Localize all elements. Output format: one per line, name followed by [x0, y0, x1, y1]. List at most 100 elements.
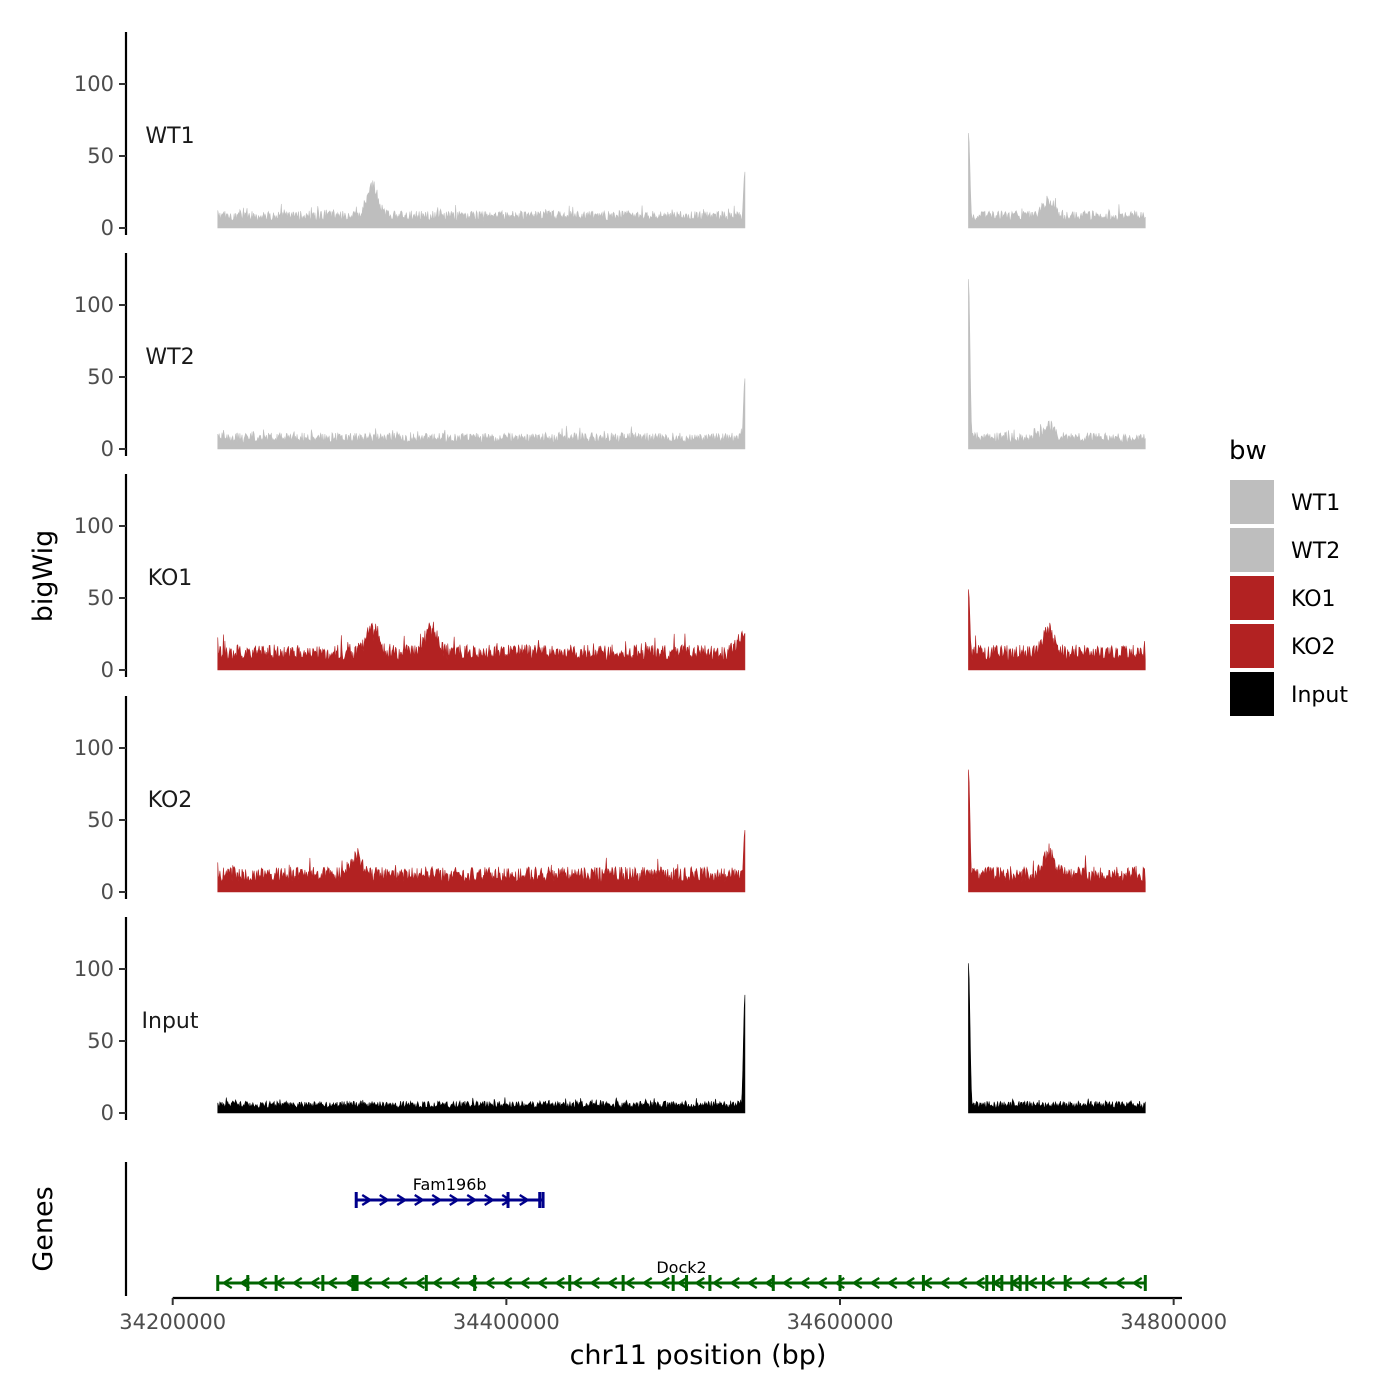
strand-chevron [449, 1193, 460, 1207]
exon-mark [321, 1275, 325, 1291]
exon-mark [424, 1275, 428, 1291]
exon-mark [621, 1275, 625, 1291]
coverage-area-ko1-0 [217, 621, 746, 671]
strand-chevron [291, 1276, 303, 1290]
strand-chevron [851, 1276, 863, 1290]
strand-chevron [868, 1276, 880, 1290]
strand-chevron [1096, 1276, 1108, 1290]
y-tick-label: 100 [74, 293, 114, 317]
y-tick-label: 0 [101, 437, 114, 461]
y-tick-label: 50 [87, 144, 114, 168]
strand-chevron [396, 1276, 408, 1290]
strand-chevron [1113, 1276, 1125, 1290]
legend-key-wt2 [1230, 528, 1274, 572]
strand-chevron [956, 1276, 968, 1290]
strand-chevron [501, 1276, 513, 1290]
exon-mark [355, 1275, 359, 1291]
y-tick-label: 100 [74, 957, 114, 981]
strand-chevron [973, 1276, 985, 1290]
y-tick-label: 100 [74, 72, 114, 96]
strand-chevron [308, 1276, 320, 1290]
strand-chevron [361, 1193, 373, 1207]
y-tick-label: 50 [87, 808, 114, 832]
exon-mark [568, 1275, 572, 1291]
strand-chevron [536, 1276, 548, 1290]
coverage-area-wt2-1 [968, 279, 1146, 450]
strand-chevron [221, 1276, 233, 1290]
legend-key-input [1230, 672, 1274, 716]
exon-mark [985, 1275, 989, 1291]
track-panel-wt1: 0 50 100 WT1 [74, 32, 1146, 240]
strand-chevron [606, 1276, 618, 1290]
strand-chevron [763, 1276, 775, 1290]
strand-chevron [781, 1276, 793, 1290]
coverage-area-wt1-0 [217, 171, 746, 229]
strand-chevron [519, 1193, 530, 1207]
strand-chevron [1026, 1276, 1038, 1290]
coverage-area-ko2-0 [217, 830, 746, 893]
coverage-area-input-0 [217, 994, 746, 1114]
strand-chevron [361, 1276, 373, 1290]
exon-mark [708, 1275, 712, 1291]
exon-mark [1010, 1275, 1014, 1291]
strand-chevron [623, 1276, 635, 1290]
strand-chevron [379, 1193, 390, 1207]
exon-mark [685, 1275, 689, 1291]
track-label-wt2: WT2 [145, 345, 194, 370]
exon-mark [991, 1275, 995, 1291]
strand-chevron [798, 1276, 810, 1290]
strand-chevron [413, 1276, 425, 1290]
strand-chevron [396, 1193, 408, 1207]
legend: bw WT1 WT2 KO1 KO2 Input [1229, 436, 1348, 716]
strand-chevron [641, 1276, 653, 1290]
strand-chevron [833, 1276, 845, 1290]
strand-chevron [571, 1276, 583, 1290]
track-panel-input: 0 50 100 Input [74, 917, 1146, 1125]
strand-chevron [886, 1276, 898, 1290]
strand-chevron [431, 1193, 443, 1207]
exon-mark [473, 1275, 477, 1291]
exon-mark [274, 1275, 278, 1291]
y-tick-label: 0 [101, 1101, 114, 1125]
legend-key-wt1 [1230, 480, 1274, 524]
exon-mark [541, 1192, 545, 1208]
exon-mark [921, 1275, 925, 1291]
exon-mark [246, 1275, 250, 1291]
x-axis: 34200000 34400000 34600000 34800000 chr11 po… [119, 1296, 1227, 1371]
y-tick-label: 100 [74, 514, 114, 538]
strand-chevron [1131, 1276, 1143, 1290]
gene-fam196b: Fam196b [354, 1175, 545, 1208]
strand-chevron [711, 1276, 723, 1290]
strand-chevron [1078, 1276, 1090, 1290]
strand-chevron [746, 1276, 758, 1290]
track-label-input: Input [142, 1009, 199, 1034]
strand-chevron [693, 1276, 705, 1290]
strand-chevron [466, 1193, 478, 1207]
strand-chevron [676, 1276, 688, 1290]
track-panel-ko2: 0 50 100 KO2 [74, 696, 1146, 904]
y-tick-label: 0 [101, 658, 114, 682]
legend-label-input: Input [1291, 683, 1348, 708]
strand-chevron [938, 1276, 950, 1290]
gene-label-dock2: Dock2 [656, 1258, 706, 1277]
coverage-area-ko1-1 [968, 589, 1146, 671]
coverage-area-wt2-0 [217, 378, 746, 450]
coverage-area-input-1 [968, 963, 1146, 1114]
strand-chevron [1043, 1276, 1055, 1290]
strand-chevron [588, 1276, 600, 1290]
exon-mark [353, 1275, 357, 1291]
y-tick-label: 50 [87, 365, 114, 389]
x-tick-label: 34800000 [1120, 1310, 1227, 1334]
x-axis-title: chr11 position (bp) [570, 1340, 827, 1371]
track-label-ko2: KO2 [148, 788, 193, 813]
gene-label-fam196b: Fam196b [413, 1175, 487, 1194]
strand-chevron [518, 1276, 530, 1290]
genes-panel: Genes Fam196b Dock2 [28, 1162, 1147, 1296]
strand-chevron [816, 1276, 828, 1290]
legend-key-ko2 [1230, 624, 1274, 668]
exon-mark [354, 1192, 358, 1208]
strand-chevron [483, 1276, 495, 1290]
strand-chevron [658, 1276, 670, 1290]
track-label-ko1: KO1 [148, 566, 193, 591]
